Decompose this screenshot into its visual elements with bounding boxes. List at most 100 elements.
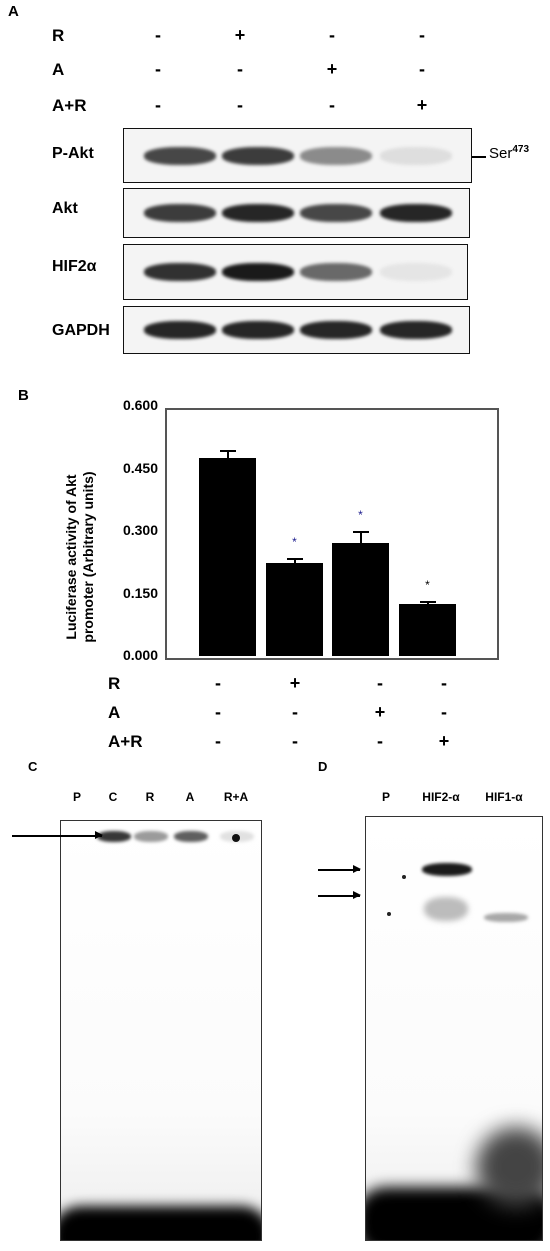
blot-band-1-1: [222, 204, 294, 222]
plot-frame: [165, 408, 499, 660]
y-tick-0: 0.000: [122, 647, 158, 663]
treatment-label-b-1: A: [108, 703, 121, 722]
sign-a-0-0: -: [155, 25, 161, 45]
blot-box-2: [123, 244, 468, 300]
gel-c-shift-arrow: [12, 832, 103, 838]
y-tick-1: 0.150: [122, 584, 158, 601]
panel-d-letter: D: [318, 759, 328, 774]
gel-c-lane-0: P: [72, 790, 81, 804]
sign-a-1-1: -: [237, 59, 243, 79]
gel-d-speck-1: [402, 875, 406, 879]
blot-label-0: P-Akt: [52, 145, 94, 162]
blot-band-2-1: [222, 263, 294, 281]
gel-d-speck-2: [387, 912, 391, 916]
sign-b-2-1: -: [292, 731, 298, 751]
sign-b-2-0: -: [215, 731, 221, 751]
site-leader-line: [472, 156, 486, 158]
gel-c-band-2: [134, 831, 168, 842]
sign-b-1-1: -: [292, 702, 298, 722]
treatment-label-b-2: A+R: [108, 732, 143, 751]
blot-label-1: Akt: [52, 200, 78, 217]
panel-b-letter: B: [18, 387, 29, 404]
gel-d-hif2-lower-band: [424, 897, 468, 921]
gel-c-lane-2: R: [145, 790, 155, 804]
gel-c-lane-4: R+A: [223, 790, 249, 804]
y-axis-label: Luciferase activity of Akt promoter (Arb…: [63, 407, 97, 707]
sign-b-1-0: -: [215, 702, 221, 722]
blot-band-3-3: [380, 321, 452, 339]
blot-band-1-0: [144, 204, 216, 222]
sign-a-2-2: -: [329, 95, 335, 115]
sign-a-1-0: -: [155, 59, 161, 79]
panel-a-letter: A: [8, 3, 19, 20]
bar-0: [199, 457, 256, 656]
gel-d-smear: [476, 1127, 542, 1207]
blot-box-3: [123, 306, 470, 354]
error-cap-3: [419, 601, 436, 604]
error-bar-3: [426, 602, 429, 605]
error-cap-2: [352, 531, 369, 534]
sign-a-2-1: -: [237, 95, 243, 115]
sign-a-1-3: -: [419, 59, 425, 79]
bar-2: [332, 542, 389, 656]
error-bar-2: [359, 532, 362, 543]
gel-d: [365, 816, 543, 1241]
blot-band-0-0: [144, 146, 216, 165]
blot-band-3-1: [222, 321, 294, 339]
panel-c-letter: C: [28, 759, 38, 774]
sign-a-0-3: -: [419, 25, 425, 45]
gel-c-band-3: [174, 831, 208, 842]
blot-box-0: [123, 128, 472, 183]
error-cap-1: [286, 557, 303, 560]
gel-c-band-1: [97, 831, 131, 842]
gel-d-upper-arrow: [318, 866, 361, 872]
site-text: Ser: [489, 145, 513, 162]
blot-band-0-3: [380, 146, 452, 165]
gel-d-lane-1: HIF2-α: [422, 790, 460, 804]
blot-band-3-0: [144, 321, 216, 339]
sign-b-2-2: -: [377, 731, 383, 751]
blot-band-2-2: [300, 263, 372, 281]
error-bar-1: [293, 558, 296, 564]
phospho-site-label: Ser473: [489, 144, 529, 162]
gel-d-hif1-band: [484, 913, 528, 922]
gel-d-hif2-upper-band: [422, 863, 472, 876]
sign-a-0-1: +: [234, 25, 246, 45]
gel-d-lane-0: P: [381, 790, 390, 804]
significance-star-1: *: [292, 534, 297, 549]
blot-label-2: HIF2α: [52, 258, 97, 275]
treatment-label-a-1: A: [52, 60, 65, 79]
sign-b-2-3: +: [438, 731, 450, 751]
y-axis-label-line2: promoter (Arbitrary units): [80, 471, 96, 643]
gel-c-lane-1: C: [108, 790, 118, 804]
error-cap-0: [219, 450, 236, 453]
gel-d-lane-2: HIF1-α: [485, 790, 523, 804]
sign-a-2-0: -: [155, 95, 161, 115]
sign-b-1-2: +: [374, 702, 386, 722]
gel-c-free-probe: [61, 1206, 261, 1240]
treatment-label-a-0: R: [52, 26, 65, 45]
error-bar-0: [226, 451, 229, 458]
gel-c-lane-3: A: [185, 790, 195, 804]
blot-label-3: GAPDH: [52, 322, 110, 339]
gel-c: [60, 820, 262, 1241]
sign-b-1-3: -: [441, 702, 447, 722]
sign-a-0-2: -: [329, 25, 335, 45]
sign-b-0-1: +: [289, 673, 301, 693]
blot-band-0-2: [300, 146, 372, 165]
bar-3: [399, 604, 456, 656]
y-tick-4: 0.600: [122, 397, 158, 413]
blot-band-3-2: [300, 321, 372, 339]
treatment-label-b-0: R: [108, 674, 121, 693]
blot-band-2-0: [144, 263, 216, 281]
significance-star-2: *: [358, 508, 363, 523]
significance-star-3: *: [425, 578, 430, 593]
blot-band-1-3: [380, 204, 452, 222]
treatment-label-a-2: A+R: [52, 96, 87, 115]
sign-b-0-3: -: [441, 673, 447, 693]
site-number: 473: [512, 144, 530, 155]
gel-d-lower-arrow: [318, 892, 361, 898]
bar-1: [266, 563, 323, 656]
y-tick-3: 0.450: [122, 459, 158, 476]
y-axis-label-line1: Luciferase activity of Akt: [63, 474, 79, 640]
